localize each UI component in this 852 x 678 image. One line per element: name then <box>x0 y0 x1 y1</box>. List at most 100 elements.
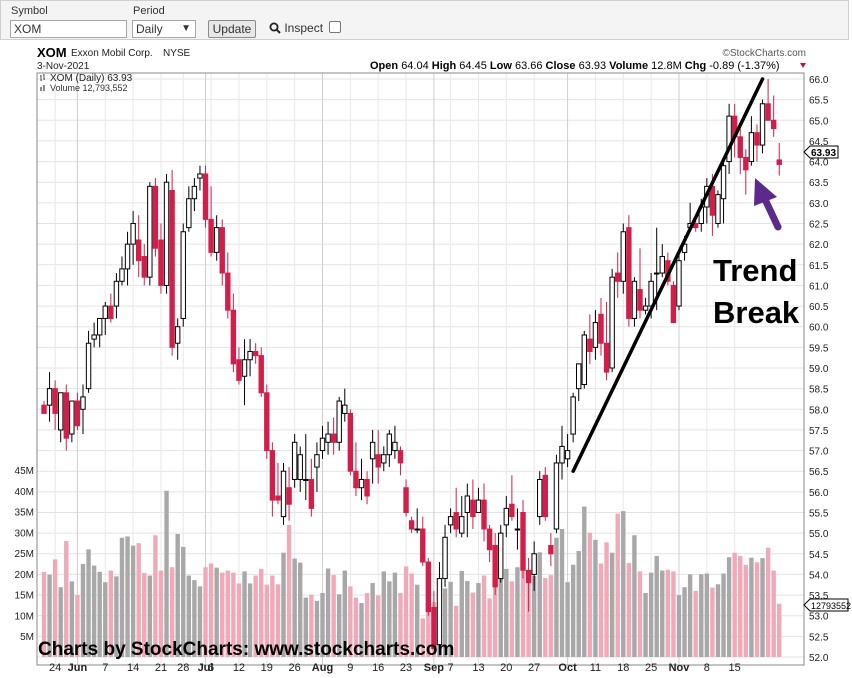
volume-bar <box>704 573 710 657</box>
symbol-input[interactable]: XOM <box>10 20 127 38</box>
volume-bar <box>225 570 231 657</box>
inspect-label: Inspect <box>284 21 324 35</box>
company-name: Exxon Mobil Corp. <box>71 48 153 59</box>
price-tick-label: 54.5 <box>809 550 829 561</box>
period-select-value: Daily <box>136 22 163 36</box>
volume-bar <box>504 568 509 657</box>
price-candle <box>492 533 498 596</box>
volume-bar <box>732 552 737 657</box>
price-candle <box>397 446 404 476</box>
price-candle <box>548 533 554 567</box>
trend-line <box>571 77 765 473</box>
volume-bar <box>409 573 414 657</box>
price-candle <box>258 347 264 397</box>
volume-bar <box>682 587 687 657</box>
price-tick-label: 62.0 <box>809 240 829 251</box>
volume-bar <box>459 570 464 657</box>
price-candle <box>765 79 771 121</box>
price-candle <box>564 434 571 468</box>
price-candle <box>124 231 131 286</box>
time-tick-label: 27 <box>528 662 540 674</box>
volume-bar <box>665 569 671 657</box>
volume-tick-label: 5M <box>20 632 34 643</box>
price-candle <box>252 343 259 364</box>
inspect-checkbox[interactable] <box>329 21 341 33</box>
price-candle <box>425 557 432 616</box>
price-candle <box>531 541 537 591</box>
price-tick-label: 66.0 <box>809 75 829 86</box>
price-candle <box>80 384 86 435</box>
price-candle <box>698 198 704 232</box>
volume-bar <box>738 556 743 657</box>
price-candle <box>41 401 47 414</box>
volume-bar <box>626 563 632 657</box>
price-candle <box>297 446 303 492</box>
price-candle <box>97 317 103 348</box>
price-candle <box>770 95 777 137</box>
volume-bar <box>777 603 782 657</box>
price-candle <box>130 211 136 265</box>
price-candle <box>648 273 654 319</box>
volume-bar <box>325 568 331 657</box>
price-candle <box>459 495 465 538</box>
period-select[interactable]: Daily ▼ <box>132 20 196 38</box>
price-candle <box>58 392 64 443</box>
time-tick-label: 23 <box>400 662 412 674</box>
price-candle <box>369 429 376 484</box>
volume-bar <box>431 602 437 657</box>
volume-bar <box>481 575 487 657</box>
inspect-toggle[interactable]: Inspect <box>269 21 323 35</box>
watermark-text: Charts by StockCharts: www.stockcharts.c… <box>38 639 454 660</box>
volume-bars <box>41 490 782 657</box>
volume-tick-label: 10M <box>15 611 34 622</box>
trend-label-2: Break <box>713 295 800 330</box>
volume-bar <box>320 593 325 657</box>
volume-bar <box>275 584 281 657</box>
volume-bar <box>676 595 682 657</box>
volume-bar <box>693 590 698 657</box>
volume-tick-label: 30M <box>15 528 34 539</box>
time-tick-label: 21 <box>155 662 167 674</box>
price-candle <box>375 429 381 484</box>
price-candle <box>759 99 766 154</box>
price-candle <box>303 434 309 501</box>
volume-bar <box>671 571 676 657</box>
volume-bar <box>559 529 565 657</box>
price-candle <box>353 442 359 496</box>
price-candle <box>342 388 348 422</box>
price-candle <box>347 409 354 476</box>
volume-bar <box>765 547 771 657</box>
volume-bar <box>97 571 102 657</box>
price-tick-label: 55.0 <box>809 529 829 540</box>
price-candle <box>280 462 287 525</box>
volume-bar <box>370 583 375 657</box>
volume-bar <box>359 602 364 657</box>
price-tick-label: 52.0 <box>809 653 829 664</box>
exchange-name: NYSE <box>163 48 191 59</box>
volume-bar <box>398 593 403 657</box>
price-candle <box>715 190 721 228</box>
price-candle <box>498 524 504 583</box>
price-candle <box>330 417 337 455</box>
price-candle <box>213 215 220 261</box>
volume-bar <box>220 572 225 657</box>
price-candle <box>275 462 281 505</box>
last-price-tag: 63.93 <box>803 145 839 159</box>
update-button[interactable]: Update <box>208 20 256 38</box>
volume-bar <box>509 581 515 657</box>
price-candle <box>102 301 108 335</box>
price-tick-label: 58.5 <box>809 385 829 396</box>
last-volume-value: 12793552 <box>811 601 851 611</box>
time-tick-label: Jun <box>68 662 88 674</box>
time-tick-label: 28 <box>177 662 189 674</box>
volume-bar <box>348 586 353 657</box>
price-candle <box>113 273 120 319</box>
price-candle <box>598 297 604 356</box>
price-candle <box>626 215 632 327</box>
volume-bar <box>598 563 604 657</box>
axes: 52.0 52.5 53.0 53.5 54.0 54.5 55.0 55.5 56.0 56.5… <box>15 75 829 674</box>
price-candle <box>219 219 225 286</box>
volume-bar <box>281 552 286 657</box>
price-candle <box>704 178 710 224</box>
price-candle <box>230 293 237 373</box>
